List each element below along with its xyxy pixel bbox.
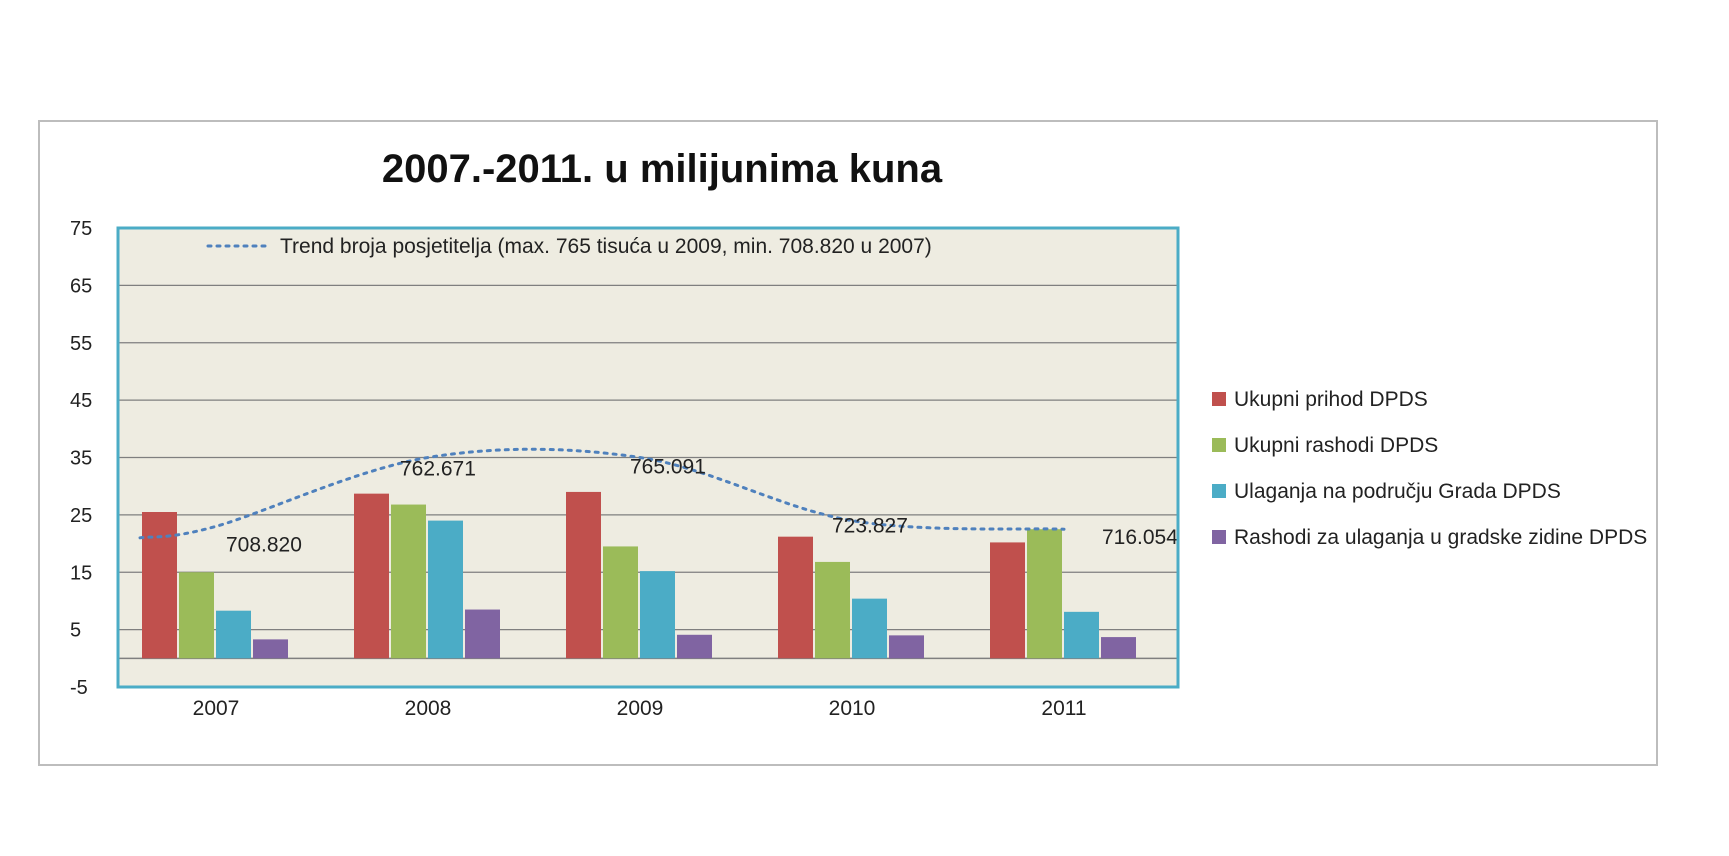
- bar-3-2007: [216, 610, 251, 659]
- x-tick-label: 2011: [1041, 697, 1086, 720]
- bar-1-2007: [142, 512, 177, 659]
- chart-title: 2007.-2011. u milijunima kuna: [382, 147, 943, 191]
- legend-swatch: [1212, 392, 1226, 406]
- bar-1-2011: [990, 542, 1025, 659]
- bar-4-2011: [1101, 637, 1136, 659]
- legend-label: Ukupni prihod DPDS: [1234, 388, 1428, 411]
- y-tick-label: 45: [70, 390, 92, 412]
- bar-1-2008: [354, 493, 389, 659]
- trend-point-label: 723.827: [832, 515, 908, 538]
- legend-label: Ukupni rashodi DPDS: [1234, 434, 1438, 457]
- bar-2-2008: [391, 504, 426, 659]
- trend-point-label: 708.820: [226, 533, 302, 556]
- bar-3-2011: [1064, 611, 1099, 659]
- legend-swatch: [1212, 484, 1226, 498]
- y-tick-label: 25: [70, 505, 92, 527]
- trend-point-label: 762.671: [400, 458, 476, 481]
- legend-swatch: [1212, 530, 1226, 544]
- bar-4-2009: [677, 634, 712, 659]
- plot-border: [116, 226, 1180, 689]
- bar-3-2010: [852, 598, 887, 659]
- x-tick-label: 2009: [617, 697, 664, 720]
- trend-line: [138, 447, 1066, 540]
- bar-2-2007: [179, 572, 214, 659]
- y-tick-label: -5: [70, 677, 88, 699]
- chart-svg: 2007.-2011. u milijunima kuna 75 65 55 45 35…: [70, 147, 1647, 720]
- bar-1-2009: [566, 491, 601, 659]
- x-tick-label: 2010: [829, 697, 876, 720]
- trend-point-label: 765.091: [630, 456, 706, 479]
- legend-label: Ulaganja na području Grada DPDS: [1234, 480, 1561, 503]
- bar-2-2010: [815, 561, 850, 659]
- trend-legend-label: Trend broja posjetitelja (max. 765 tisuć…: [280, 235, 932, 258]
- legend-swatch: [1212, 438, 1226, 452]
- trend-point-label: 716.054: [1102, 526, 1178, 549]
- legend: Ukupni prihod DPDS Ukupni rashodi DPDS Ula…: [1212, 388, 1647, 549]
- bar-3-2009: [640, 571, 675, 659]
- y-tick-label: 65: [70, 275, 92, 297]
- y-tick-label: 55: [70, 333, 92, 355]
- bar-3-2008: [428, 520, 463, 659]
- y-tick-label: 35: [70, 448, 92, 470]
- y-tick-label: 5: [70, 620, 81, 642]
- bar-4-2010: [889, 635, 924, 659]
- plot-area: 75 65 55 45 35 25 15 5 -5 2007 2008 2009 2010 2011 708…: [70, 218, 1180, 720]
- bar-2-2009: [603, 546, 638, 659]
- bar-4-2007: [253, 639, 288, 659]
- bar-4-2008: [465, 609, 500, 659]
- x-tick-label: 2007: [193, 697, 240, 720]
- legend-label: Rashodi za ulaganja u gradske zidine DPD…: [1234, 526, 1647, 549]
- y-tick-label: 15: [70, 562, 92, 584]
- bar-1-2010: [778, 536, 813, 659]
- bar-2-2011: [1027, 529, 1062, 659]
- y-tick-label: 75: [70, 218, 92, 240]
- chart-frame: 2007.-2011. u milijunima kuna 75 65 55 45 35…: [38, 120, 1658, 766]
- x-tick-label: 2008: [405, 697, 452, 720]
